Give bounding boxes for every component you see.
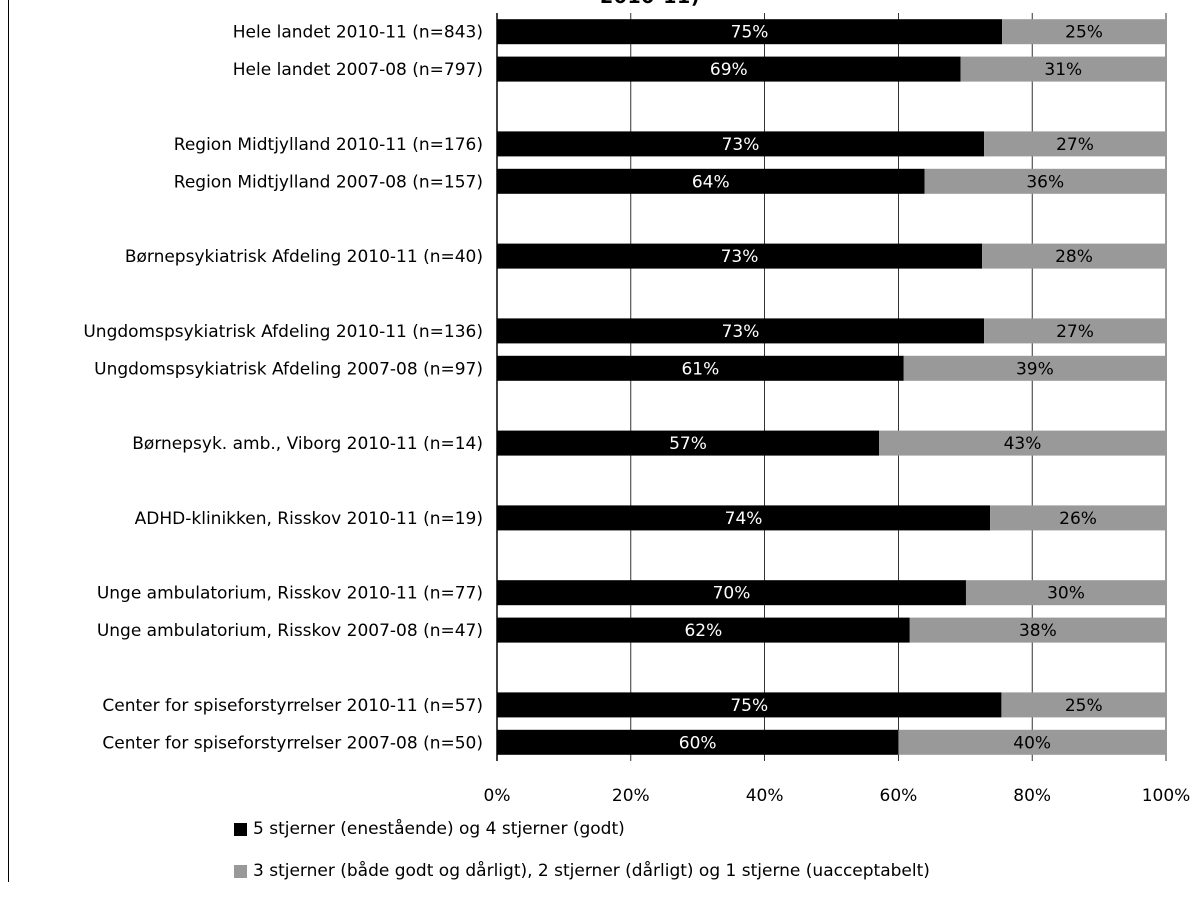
bar-data-label: 73%: [721, 247, 759, 267]
legend-item-neutral-negative: 3 stjerner (både godt og dårligt), 2 stj…: [234, 860, 930, 882]
bar-chart: 75% 25% 69% 31% 73% 27% 64% 36% 73% 28% 73% 27% 61% 3…: [83, 13, 1191, 806]
x-tick-label: 0%: [484, 786, 511, 806]
chart-title-fragment: 2010-11): [600, 0, 700, 8]
category-label: Region Midtjylland 2007-08 (n=157): [174, 172, 483, 192]
bar-data-label: 25%: [1065, 23, 1103, 43]
x-tick-label: 40%: [746, 786, 784, 806]
bar-data-label: 40%: [1013, 733, 1051, 753]
x-tick-label: 20%: [612, 786, 650, 806]
bar-data-label: 43%: [1004, 434, 1042, 454]
bar-data-label: 62%: [684, 621, 722, 641]
bar-segment-series-1: [1001, 692, 1166, 718]
bar-data-label: 73%: [722, 322, 760, 342]
legend-item-positive: 5 stjerner (enestående) og 4 stjerner (g…: [234, 818, 930, 840]
bar-segment-series-0: [497, 505, 991, 531]
category-label: Hele landet 2007-08 (n=797): [233, 60, 483, 80]
bar-segment-series-1: [984, 318, 1166, 344]
bar-segment-series-0: [497, 729, 899, 755]
bar-data-label: 26%: [1059, 509, 1097, 529]
bar-segment-series-0: [497, 355, 904, 381]
category-label: Center for spiseforstyrrelser 2007-08 (n…: [102, 733, 483, 753]
plot-area: [497, 13, 1166, 761]
bar-segment-series-1: [909, 617, 1166, 643]
legend-label-positive: 5 stjerner (enestående) og 4 stjerner (g…: [253, 819, 625, 839]
bar-data-label: 57%: [669, 434, 707, 454]
bar-data-label: 64%: [692, 172, 730, 192]
bar-data-label: 74%: [725, 509, 763, 529]
bar-data-label: 36%: [1026, 172, 1064, 192]
chart-frame-left-border: [8, 0, 9, 882]
bar-data-label: 25%: [1065, 696, 1103, 716]
legend-swatch-gray: [234, 864, 247, 878]
bar-segment-series-1: [924, 168, 1166, 194]
bar-segment-series-0: [497, 56, 961, 82]
bar-segment-series-1: [903, 355, 1166, 381]
bar-data-label: 31%: [1044, 60, 1082, 80]
x-tick-label: 80%: [1013, 786, 1051, 806]
bar-data-label: 75%: [731, 23, 769, 43]
bar-data-label: 73%: [722, 135, 760, 155]
legend-swatch-black: [234, 822, 247, 836]
bar-segment-series-1: [878, 430, 1166, 456]
bar-segment-series-1: [984, 131, 1166, 157]
bar-data-label: 28%: [1055, 247, 1093, 267]
bar-data-label: 39%: [1016, 359, 1054, 379]
category-label: Hele landet 2010-11 (n=843): [233, 23, 483, 43]
bar-data-label: 60%: [679, 733, 717, 753]
bar-segment-series-0: [497, 580, 966, 606]
category-label: ADHD-klinikken, Risskov 2010-11 (n=19): [135, 509, 483, 529]
category-label: Unge ambulatorium, Risskov 2007-08 (n=47…: [97, 621, 483, 641]
category-label: Ungdomspsykiatrisk Afdeling 2007-08 (n=9…: [94, 359, 483, 379]
bar-segment-series-1: [965, 580, 1166, 606]
bar-segment-series-0: [497, 168, 925, 194]
bar-data-label: 27%: [1056, 135, 1094, 155]
bar-data-label: 75%: [730, 696, 768, 716]
bar-data-label: 70%: [713, 584, 751, 604]
bar-segment-series-0: [497, 243, 983, 269]
bar-segment-series-0: [497, 617, 910, 643]
x-tick-label: 60%: [880, 786, 918, 806]
category-label: Ungdomspsykiatrisk Afdeling 2010-11 (n=1…: [83, 322, 483, 342]
chart-legend: 5 stjerner (enestående) og 4 stjerner (g…: [234, 818, 930, 902]
bar-segment-series-1: [1002, 19, 1166, 45]
category-label: Region Midtjylland 2010-11 (n=176): [174, 135, 483, 155]
bar-segment-series-0: [497, 131, 985, 157]
bar-segment-series-0: [497, 19, 1003, 45]
bar-segment-series-1: [960, 56, 1166, 82]
category-label: Center for spiseforstyrrelser 2010-11 (n…: [102, 696, 483, 716]
bar-segment-series-0: [497, 318, 985, 344]
bar-segment-series-0: [497, 430, 879, 456]
bar-data-label: 69%: [710, 60, 748, 80]
bar-data-label: 38%: [1019, 621, 1057, 641]
x-tick-label: 100%: [1142, 786, 1191, 806]
bar-segment-series-1: [990, 505, 1166, 531]
category-label: Børnepsykiatrisk Afdeling 2010-11 (n=40): [125, 247, 483, 267]
bar-data-label: 61%: [681, 359, 719, 379]
bar-segment-series-0: [497, 692, 1002, 718]
category-label: Unge ambulatorium, Risskov 2010-11 (n=77…: [97, 584, 483, 604]
bar-segment-series-1: [898, 729, 1166, 755]
bar-segment-series-1: [982, 243, 1166, 269]
category-label: Børnepsyk. amb., Viborg 2010-11 (n=14): [132, 434, 483, 454]
bar-data-label: 27%: [1056, 322, 1094, 342]
bar-data-label: 30%: [1047, 584, 1085, 604]
legend-label-neutral-negative: 3 stjerner (både godt og dårligt), 2 stj…: [253, 861, 930, 881]
